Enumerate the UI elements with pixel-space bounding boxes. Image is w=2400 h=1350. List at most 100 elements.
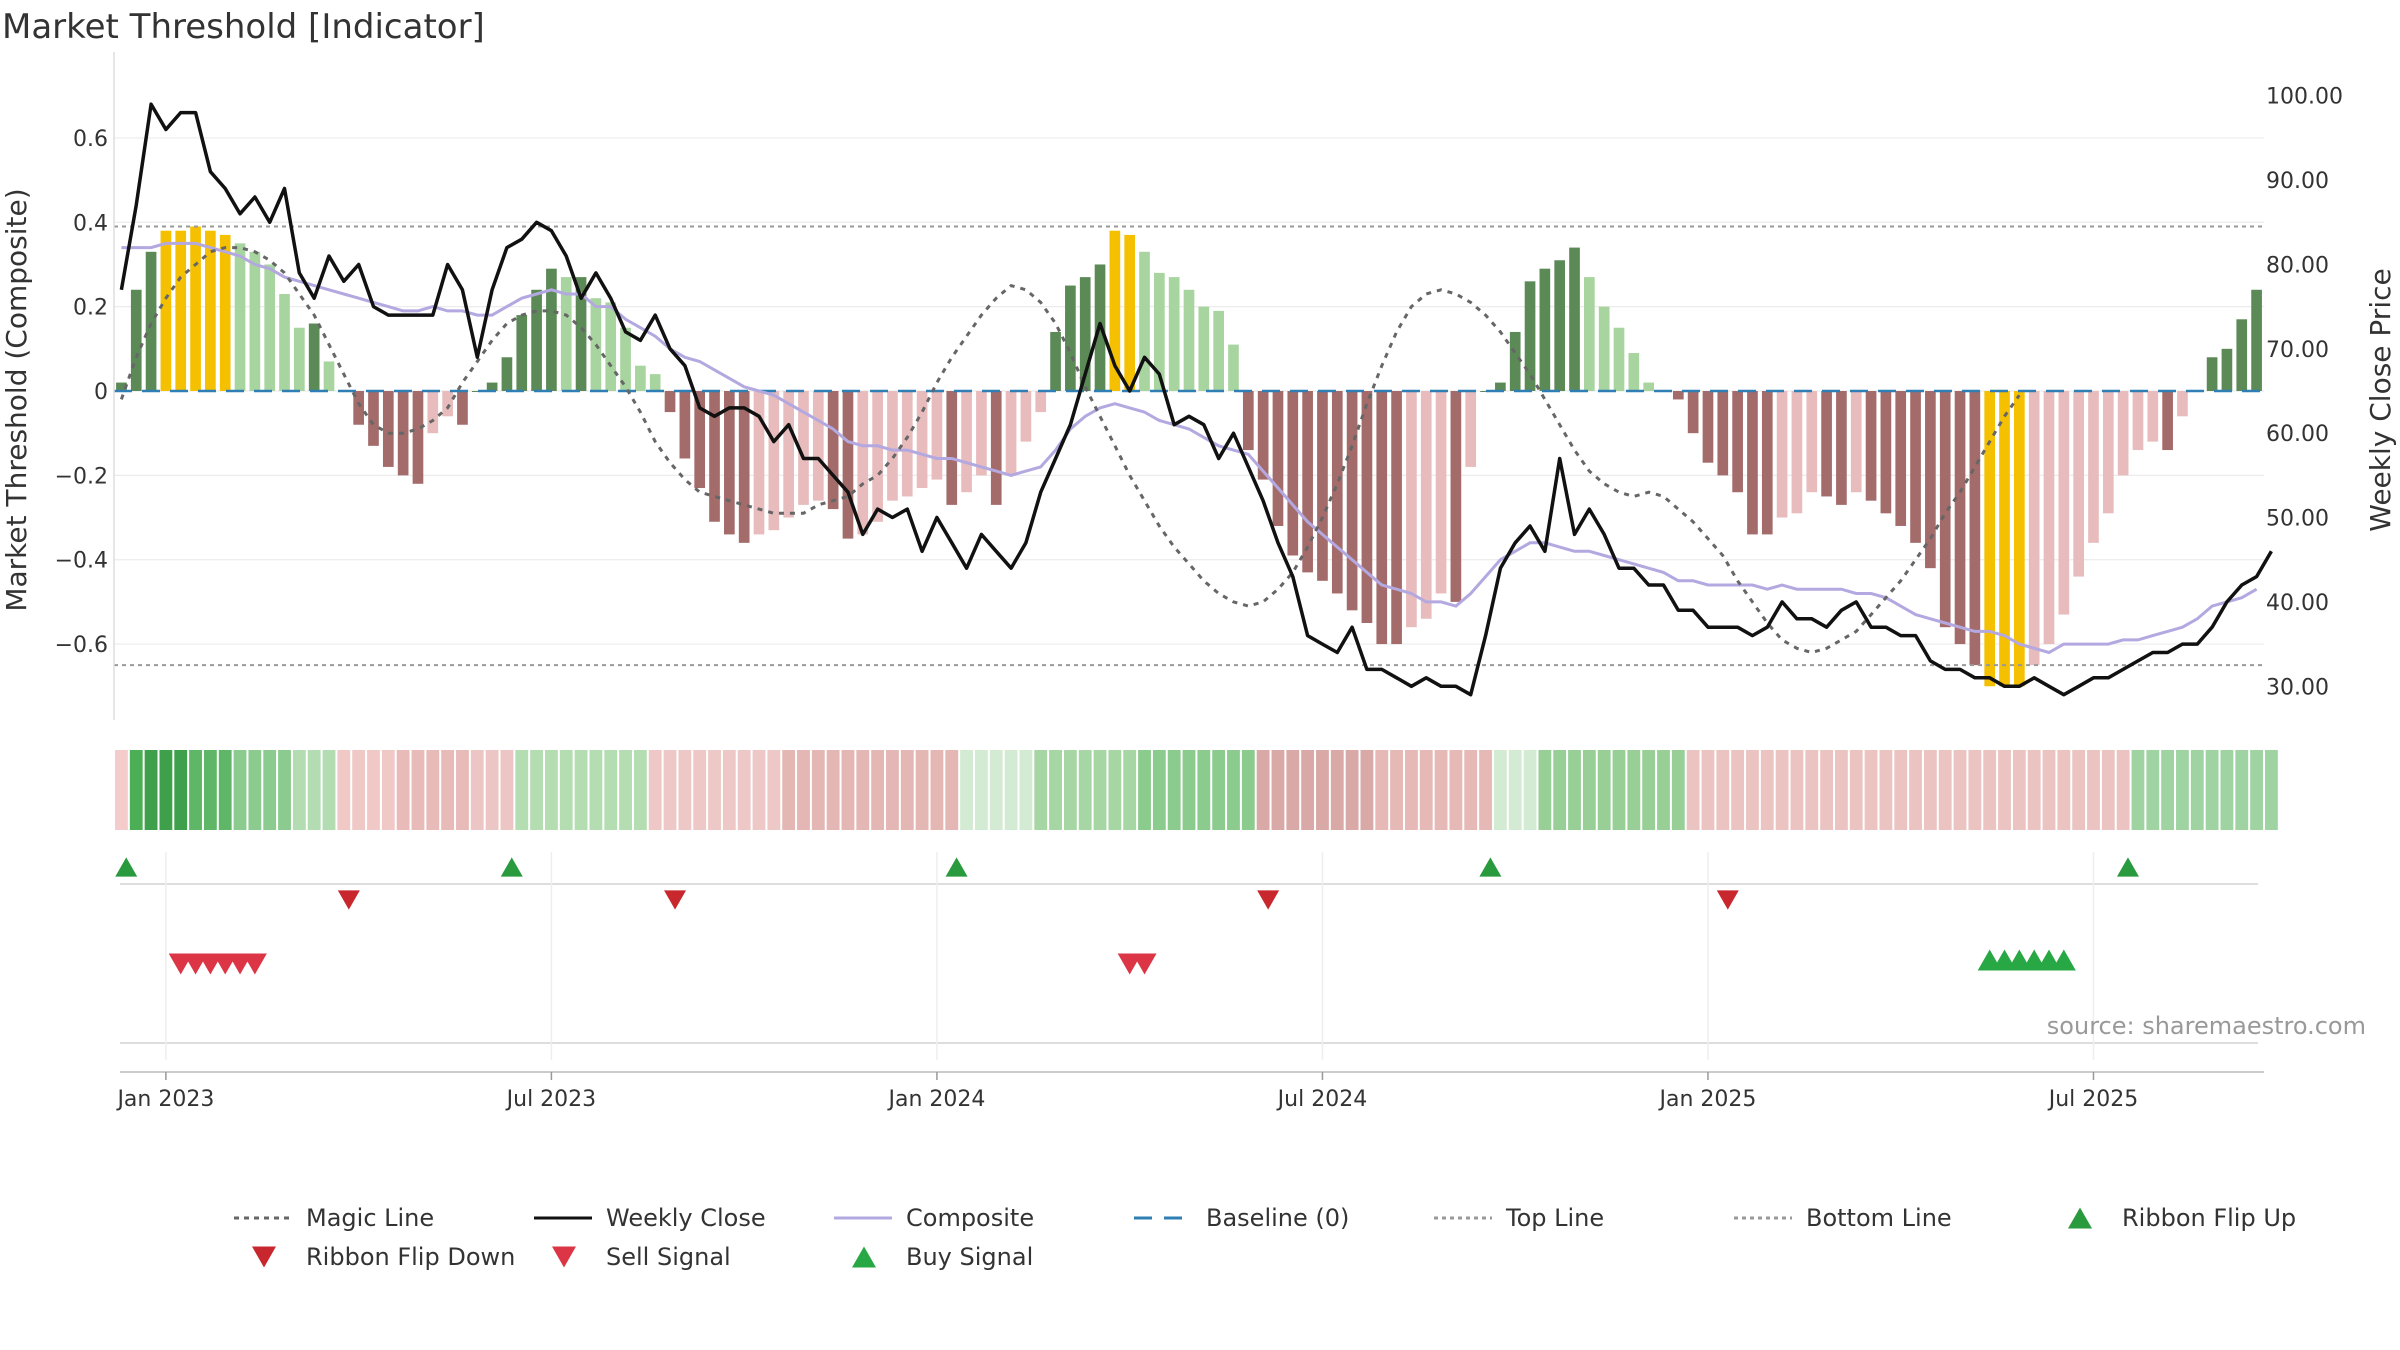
ribbon-cell — [1731, 750, 1745, 830]
ribbon-cell — [426, 750, 440, 830]
x-tick-label: Jan 2023 — [115, 1087, 214, 1112]
composite-bar — [872, 391, 883, 522]
ribbon-cell — [1968, 750, 1982, 830]
composite-bar — [1406, 391, 1417, 628]
composite-bar — [679, 391, 691, 459]
ribbon-cell — [722, 750, 736, 830]
composite-bar — [1391, 391, 1402, 645]
ribbon-cell — [737, 750, 751, 830]
right-tick-label: 100.00 — [2266, 85, 2343, 110]
composite-bar — [1747, 391, 1758, 535]
composite-bar — [2043, 391, 2055, 645]
x-tick-label: Jul 2023 — [505, 1087, 597, 1112]
ribbon-cell — [515, 750, 529, 830]
ribbon-cell — [1894, 750, 1908, 830]
ribbon-flip-up-marker — [2116, 857, 2139, 877]
legend-label: Weekly Close — [606, 1204, 766, 1232]
x-tick-label: Jul 2025 — [2047, 1087, 2139, 1112]
ribbon-cell — [411, 750, 425, 830]
ribbon-cell — [1375, 750, 1389, 830]
ribbon-cell — [456, 750, 469, 830]
composite-bar — [1984, 391, 1996, 687]
composite-bar — [1554, 260, 1566, 391]
ribbon-cell — [381, 750, 395, 830]
ribbon-cell — [1701, 750, 1715, 830]
composite-bar — [175, 230, 187, 391]
composite-bar — [768, 391, 780, 531]
ribbon-cell — [159, 750, 173, 830]
composite-bar — [1509, 331, 1521, 391]
legend-label: Baseline (0) — [1206, 1204, 1349, 1232]
composite-bar — [1035, 391, 1047, 413]
ribbon-cell — [337, 750, 351, 830]
ribbon-cell — [886, 750, 899, 830]
composite-bar — [2221, 348, 2233, 391]
composite-bar — [2177, 391, 2188, 417]
ribbon-cell — [2235, 750, 2249, 830]
composite-bar — [1584, 277, 1595, 391]
composite-bar — [1806, 391, 1818, 493]
left-tick-label: 0.4 — [73, 211, 108, 236]
ribbon-cell — [1464, 750, 1478, 830]
composite-bar — [2132, 391, 2144, 451]
composite-line — [121, 241, 2258, 655]
ribbon-cell — [1612, 750, 1626, 830]
ribbon-flip-up-marker — [500, 857, 523, 877]
axes: 0.6 0.4 0.2 0 −0.2 −0.4 −0.6 100.00 90.00 80.00 70… — [55, 52, 2343, 720]
ribbon-cell — [1286, 750, 1300, 830]
composite-bar — [2206, 357, 2218, 391]
composite-bar — [1999, 391, 2010, 687]
composite-bar — [546, 268, 557, 391]
ribbon-cell — [189, 750, 202, 830]
ribbon-cell — [144, 750, 158, 830]
composite-bar — [516, 315, 528, 391]
composite-bar — [1257, 391, 1269, 480]
right-tick-label: 70.00 — [2266, 338, 2329, 363]
ribbon-cell — [1360, 750, 1374, 830]
composite-bar — [160, 230, 172, 391]
ribbon-cell — [1167, 750, 1181, 830]
series-lines — [114, 102, 2273, 697]
composite-bar — [2073, 391, 2084, 577]
ribbon-cell — [1760, 750, 1774, 830]
composite-bar — [1776, 391, 1788, 518]
composite-bar — [1836, 391, 1847, 505]
left-tick-label: 0.2 — [73, 296, 108, 321]
ribbon-cell — [263, 750, 277, 830]
composite-bar — [1717, 391, 1729, 476]
ribbon-cell — [1568, 750, 1581, 830]
ribbon-cell — [1227, 750, 1240, 830]
ribbon-cell — [1523, 750, 1537, 830]
ribbon-cell — [915, 750, 929, 830]
composite-bar — [1791, 391, 1803, 514]
ribbon-cell — [1479, 750, 1492, 830]
ribbon-cell — [2250, 750, 2263, 830]
composite-bar — [931, 391, 943, 480]
ribbon-cell — [678, 750, 692, 830]
composite-bar — [1672, 391, 1684, 400]
ribbon-cell — [2220, 750, 2234, 830]
ribbon-cell — [1923, 750, 1937, 830]
ribbon-cell — [826, 750, 840, 830]
composite-bar — [2147, 391, 2159, 442]
weekly-close-line — [119, 102, 2273, 697]
ribbon-cell — [2190, 750, 2204, 830]
composite-bar — [1242, 391, 1254, 451]
right-tick-label: 90.00 — [2266, 169, 2329, 194]
composite-bar — [812, 391, 824, 501]
ribbon-cell — [1405, 750, 1418, 830]
composite-bar — [1376, 391, 1388, 645]
composite-bar — [1005, 391, 1017, 476]
ribbon-cell — [307, 750, 321, 830]
ribbon-cell — [619, 750, 632, 830]
left-tick-label: −0.6 — [55, 633, 108, 658]
composite-bar — [145, 251, 157, 391]
ribbon-cell — [841, 750, 855, 830]
ribbon-cell — [1434, 750, 1448, 830]
ribbon-cell — [767, 750, 781, 830]
composite-bar — [649, 374, 661, 391]
ribbon-cell — [441, 750, 455, 830]
composite-bar — [1687, 391, 1699, 434]
